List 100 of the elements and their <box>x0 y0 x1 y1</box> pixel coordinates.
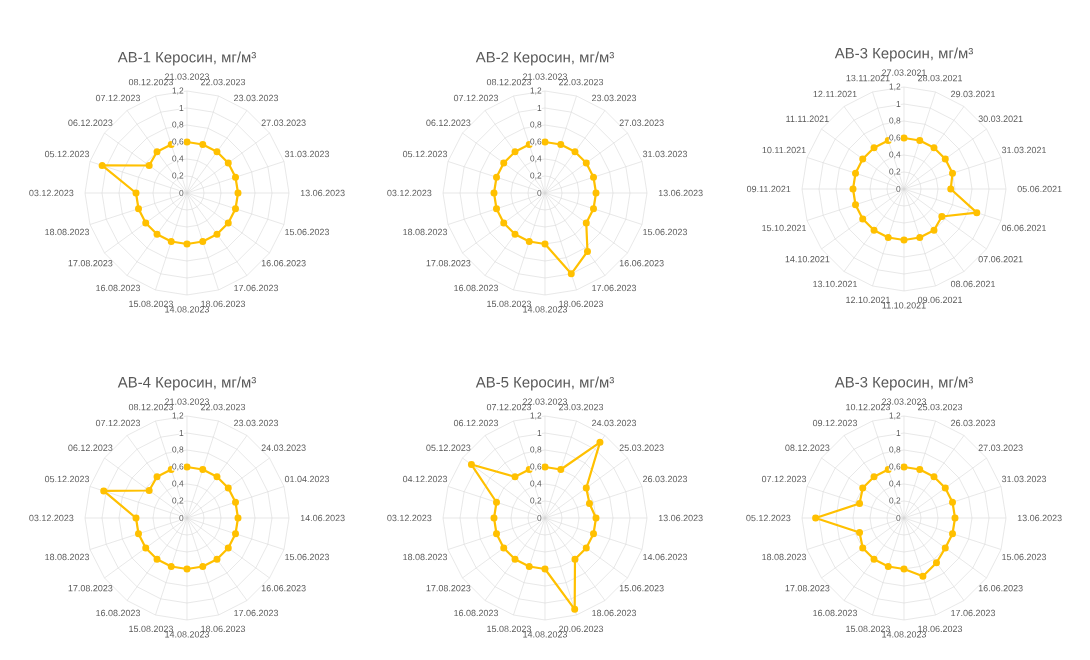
spoke-label: 15.06.2023 <box>285 553 330 561</box>
y-tick-label: 0,4 <box>172 480 184 488</box>
y-tick-label: 1,2 <box>530 87 542 95</box>
spoke-label: 13.06.2023 <box>300 189 345 197</box>
y-tick-label: 0,8 <box>889 117 901 125</box>
y-tick-label: 1,2 <box>889 412 901 420</box>
y-tick-label: 0,8 <box>530 121 542 129</box>
spoke-label: 29.03.2021 <box>951 90 996 98</box>
spoke-label: 15.10.2021 <box>762 224 807 232</box>
spoke-label: 17.08.2023 <box>68 585 113 592</box>
spoke-label: 14.08.2023 <box>165 631 210 638</box>
spoke-label: 15.06.2023 <box>643 228 688 236</box>
spoke-label: 05.12.2023 <box>44 150 90 158</box>
spoke-label: 08.06.2021 <box>950 280 996 288</box>
spoke-label: 07.12.2023 <box>95 419 141 427</box>
spoke-label: 16.08.2023 <box>96 609 141 617</box>
spoke-label: 05.12.2023 <box>746 514 791 522</box>
y-tick-label: 0,2 <box>172 497 184 505</box>
spoke-label: 14.08.2023 <box>165 306 210 313</box>
spoke-label: 18.08.2023 <box>45 228 90 236</box>
spoke-label: 16.06.2023 <box>261 585 306 592</box>
spoke-label: 14.10.2021 <box>785 256 830 263</box>
spoke-label: 09.11.2021 <box>746 185 791 193</box>
spoke-label: 05.12.2023 <box>402 150 448 158</box>
spoke-label: 11.10.2021 <box>882 302 926 309</box>
spoke-label: 20.06.2023 <box>559 625 604 633</box>
spoke-label: 22.03.2023 <box>201 78 246 86</box>
spoke-label: 03.12.2023 <box>387 189 432 197</box>
spoke-label: 13.06.2023 <box>658 514 703 522</box>
spoke-label: 01.04.2023 <box>284 475 330 483</box>
y-tick-label: 0 <box>179 190 184 196</box>
spoke-label: 03.12.2023 <box>29 514 74 522</box>
spoke-label: 18.08.2023 <box>45 553 90 561</box>
spoke-label: 17.08.2023 <box>426 585 471 592</box>
y-tick-label: 0,6 <box>889 463 901 471</box>
spoke-label: 23.03.2023 <box>234 419 279 427</box>
spoke-label: 07.12.2023 <box>761 475 807 483</box>
spoke-label: 14.06.2023 <box>300 514 345 522</box>
spoke-label: 06.12.2023 <box>426 119 471 126</box>
y-tick-label: 1 <box>896 430 901 436</box>
spoke-label: 17.08.2023 <box>68 260 113 267</box>
spoke-label: 31.03.2023 <box>642 150 688 158</box>
spoke-label: 21.03.2023 <box>523 73 568 80</box>
y-tick-label: 0,2 <box>530 172 542 180</box>
spoke-label: 22.03.2023 <box>523 398 568 405</box>
y-tick-label: 1,2 <box>172 412 184 420</box>
spoke-label: 26.03.2023 <box>643 475 688 483</box>
spoke-label: 25.03.2023 <box>619 444 664 451</box>
y-tick-label: 0,2 <box>172 172 184 180</box>
spoke-label: 26.03.2023 <box>951 419 996 427</box>
spoke-label: 15.06.2023 <box>1002 553 1047 561</box>
y-tick-label: 1 <box>896 101 901 107</box>
y-tick-label: 0,2 <box>889 497 901 505</box>
chart-title: АВ-3 Керосин, мг/м³ <box>834 47 973 62</box>
spoke-label: 10.11.2021 <box>762 146 806 154</box>
y-tick-label: 0,4 <box>172 155 184 163</box>
spoke-label: 22.03.2023 <box>559 78 604 86</box>
chart-title: АВ-5 Керосин, мг/м³ <box>475 376 614 391</box>
y-tick-label: 0,2 <box>889 168 901 176</box>
y-tick-label: 0,2 <box>530 497 542 505</box>
spoke-label: 06.12.2023 <box>68 119 113 126</box>
y-tick-label: 0,6 <box>172 463 184 471</box>
spoke-label: 13.10.2021 <box>813 280 857 288</box>
spoke-label: 18.08.2023 <box>403 553 448 561</box>
spoke-label: 18.06.2023 <box>592 609 637 617</box>
spoke-label: 17.06.2023 <box>592 284 637 292</box>
spoke-label: 18.08.2023 <box>403 228 448 236</box>
y-tick-label: 0 <box>896 515 901 521</box>
y-tick-label: 0,4 <box>530 155 542 163</box>
spoke-label: 13.06.2023 <box>658 189 703 197</box>
spoke-label: 05.06.2021 <box>1017 185 1062 193</box>
y-tick-label: 0 <box>537 515 542 521</box>
y-tick-label: 0,6 <box>889 134 901 142</box>
spoke-label: 23.03.2023 <box>592 94 637 102</box>
spoke-label: 17.06.2023 <box>951 609 996 617</box>
spoke-label: 18.06.2023 <box>559 300 604 308</box>
spoke-label: 14.06.2023 <box>643 553 688 561</box>
spoke-label: 12.10.2021 <box>846 296 890 304</box>
spoke-label: 21.03.2023 <box>165 73 210 80</box>
spoke-label: 05.12.2023 <box>44 475 90 483</box>
spoke-label: 09.12.2023 <box>812 419 858 427</box>
spoke-label: 31.03.2023 <box>284 150 330 158</box>
y-tick-label: 0,8 <box>172 446 184 454</box>
spoke-label: 17.08.2023 <box>785 585 830 592</box>
spoke-label: 25.03.2023 <box>918 403 963 411</box>
y-tick-label: 0 <box>896 186 901 192</box>
y-tick-label: 0 <box>179 515 184 521</box>
spoke-label: 06.12.2023 <box>68 444 113 451</box>
spoke-label: 27.03.2021 <box>882 69 926 76</box>
y-tick-label: 0,4 <box>530 480 542 488</box>
spoke-label: 24.03.2023 <box>261 444 306 451</box>
y-tick-label: 0,6 <box>172 138 184 146</box>
spoke-label: 22.03.2023 <box>201 403 246 411</box>
spoke-label: 07.06.2021 <box>978 256 1023 263</box>
spoke-label: 17.06.2023 <box>234 284 279 292</box>
spoke-label: 18.06.2023 <box>201 625 246 633</box>
spoke-label: 13.11.2021 <box>846 74 890 82</box>
spoke-label: 31.03.2021 <box>1001 146 1046 154</box>
spoke-label: 16.06.2023 <box>978 585 1023 592</box>
spoke-label: 21.03.2023 <box>165 398 210 405</box>
